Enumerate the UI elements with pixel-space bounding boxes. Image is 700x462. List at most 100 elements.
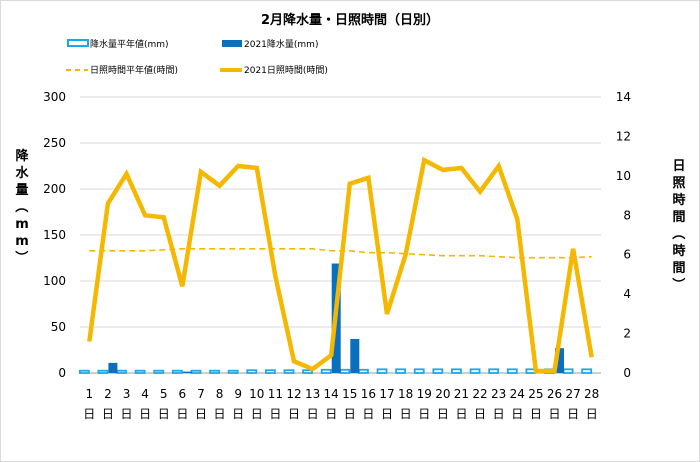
svg-text:時: 時	[672, 243, 685, 259]
bar-normal-precip	[581, 368, 593, 374]
bar-normal-precip	[395, 368, 407, 374]
bar-2021-precip	[182, 371, 192, 373]
y-right-ticks: 0 2 4 6 8 10 12 14	[616, 90, 631, 380]
bar-normal-precip	[376, 368, 388, 374]
y-left-title: 降水量（mm）	[13, 148, 29, 264]
bar-2021-precip	[554, 348, 564, 373]
x-tick-suffix: 日	[474, 407, 486, 421]
svg-text:水: 水	[15, 165, 29, 181]
bar-normal-precip	[339, 368, 351, 374]
x-tick-suffix: 日	[232, 407, 244, 421]
x-tick-suffix: 日	[83, 407, 95, 421]
x-tick-label: 4	[141, 387, 149, 401]
x-tick-suffix: 日	[139, 407, 151, 421]
legend-label-2021-precip: 2021降水量(mm)	[244, 38, 318, 50]
svg-text:）: ）	[13, 250, 29, 263]
bar-normal-precip	[190, 369, 202, 374]
x-tick-suffix: 日	[362, 407, 374, 421]
x-tick-suffix: 日	[176, 407, 188, 421]
x-tick-label: 27	[565, 387, 580, 401]
x-tick-suffix: 日	[493, 407, 505, 421]
y-right-tick-label: 0	[623, 366, 631, 380]
series-normal-precip	[78, 368, 593, 374]
bar-2021-precip	[350, 338, 360, 373]
chart-title: 2月降水量・日照時間（日別）	[261, 12, 439, 28]
x-tick-suffix: 日	[102, 407, 114, 421]
legend-label-2021-sunshine: 2021日照時間(時間)	[244, 65, 328, 76]
bar-normal-precip	[562, 368, 574, 374]
x-tick-suffix: 日	[121, 407, 133, 421]
x-tick-label: 6	[179, 387, 187, 401]
x-tick-label: 11	[268, 387, 283, 401]
x-tick-label: 19	[417, 387, 432, 401]
y-right-tick-label: 10	[616, 169, 631, 183]
x-tick-label: 8	[216, 387, 224, 401]
svg-text:時: 時	[672, 192, 685, 208]
bar-normal-precip	[246, 369, 258, 374]
x-tick-label: 22	[472, 387, 487, 401]
x-tick-suffix: 日	[344, 407, 356, 421]
bar-normal-precip	[227, 369, 239, 374]
x-tick-suffix: 日	[437, 407, 449, 421]
legend-marker-normal-precip	[67, 39, 89, 47]
y-left-tick-label: 0	[58, 366, 66, 380]
bar-normal-precip	[413, 368, 425, 374]
y-left-tick-label: 200	[43, 182, 66, 196]
legend-marker-2021-precip	[222, 40, 242, 47]
bar-normal-precip	[209, 369, 220, 374]
bar-normal-precip	[116, 369, 127, 374]
x-tick-label: 20	[435, 387, 450, 401]
y-right-title: 日照時間（時間）	[670, 159, 686, 291]
svg-text:（: （	[13, 199, 29, 212]
x-tick-label: 26	[547, 387, 562, 401]
legend-label-normal-precip: 降水量平年値(mm)	[90, 38, 169, 50]
y-right-tick-label: 6	[623, 248, 631, 262]
y-left-tick-label: 300	[43, 90, 66, 104]
y-left-tick-label: 150	[43, 228, 66, 242]
x-tick-suffix: 日	[158, 407, 170, 421]
bar-normal-precip	[506, 368, 518, 374]
x-tick-label: 21	[454, 387, 469, 401]
bar-normal-precip	[432, 368, 444, 374]
bar-normal-precip	[78, 369, 90, 374]
x-tick-label: 9	[234, 387, 242, 401]
x-tick-label: 24	[510, 387, 525, 401]
x-tick-label: 18	[398, 387, 413, 401]
y-right-tick-label: 12	[616, 129, 631, 143]
svg-text:量: 量	[15, 183, 28, 198]
x-tick-label: 15	[342, 387, 357, 401]
svg-text:日: 日	[672, 159, 685, 174]
x-tick-label: 14	[324, 387, 339, 401]
x-tick-suffix: 日	[530, 407, 542, 421]
bar-normal-precip	[171, 369, 183, 374]
svg-text:間: 間	[672, 261, 685, 276]
x-tick-label: 23	[491, 387, 506, 401]
x-tick-label: 7	[197, 387, 205, 401]
line-2021-sunshine	[87, 156, 594, 374]
x-tick-suffix: 日	[586, 407, 598, 421]
svg-text:降: 降	[15, 148, 29, 164]
bar-normal-precip	[97, 369, 109, 374]
x-tick-label: 25	[528, 387, 543, 401]
x-tick-suffix: 日	[307, 407, 319, 421]
bar-normal-precip	[469, 368, 481, 374]
x-tick-suffix: 日	[325, 407, 337, 421]
x-tick-suffix: 日	[418, 407, 430, 421]
x-tick-suffix: 日	[400, 407, 412, 421]
svg-text:（: （	[670, 226, 686, 239]
y-right-tick-label: 14	[616, 90, 631, 104]
x-tick-suffix: 日	[214, 407, 226, 421]
x-tick-suffix: 日	[381, 407, 393, 421]
bar-normal-precip	[153, 369, 165, 374]
y-left-tick-label: 100	[43, 274, 66, 288]
x-tick-label: 10	[249, 387, 264, 401]
series-lines	[87, 156, 594, 374]
svg-text:m: m	[15, 234, 29, 249]
bar-normal-precip	[264, 369, 276, 374]
x-tick-suffix: 日	[455, 407, 467, 421]
x-tick-suffix: 日	[567, 407, 579, 421]
x-tick-label: 3	[123, 387, 131, 401]
x-tick-label: 5	[160, 387, 168, 401]
svg-text:照: 照	[672, 176, 685, 191]
